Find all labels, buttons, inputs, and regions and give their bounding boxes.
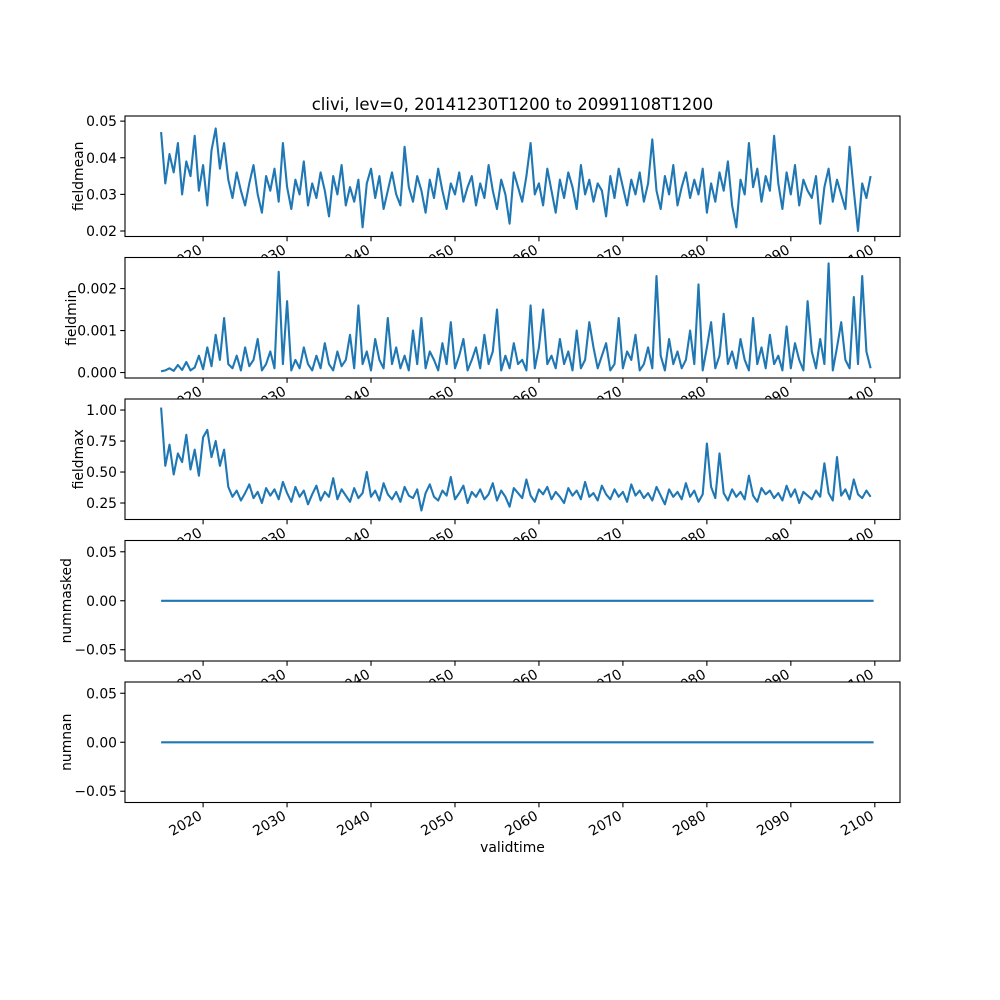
y-tick-label: 0.000 — [77, 366, 117, 382]
y-tick-label: 0.04 — [86, 151, 117, 167]
y-tick-label: 0.25 — [86, 496, 117, 512]
y-tick-label: −0.05 — [74, 784, 117, 800]
y-tick-label: 0.05 — [86, 545, 117, 561]
x-tick-label: 2090 — [754, 808, 793, 840]
y-axis-label-nummasked: nummasked — [59, 558, 75, 643]
axes-frame-fieldmin — [124, 256, 901, 379]
x-axis-title: validtime — [480, 840, 545, 856]
axes-frame-numnan — [124, 681, 901, 804]
y-axis-label-fieldmax: fieldmax — [71, 429, 87, 489]
y-tick-label: 0.02 — [86, 224, 117, 240]
series-line-fieldmean — [160, 127, 872, 233]
y-tick-label: 0.03 — [86, 187, 117, 203]
figure-title: clivi, lev=0, 20141230T1200 to 20991108T… — [311, 95, 714, 114]
x-tick-label: 2100 — [838, 808, 877, 840]
y-tick-label: 0.05 — [86, 114, 117, 130]
y-tick-label: −0.05 — [74, 643, 117, 659]
x-tick-label: 2080 — [670, 808, 709, 840]
y-axis-label-numnan: numnan — [59, 714, 75, 771]
x-tick-label: 2050 — [418, 808, 457, 840]
y-tick-label: 0.001 — [77, 324, 117, 340]
series-line-fieldmax — [160, 407, 872, 512]
x-tick-label: 2070 — [586, 808, 625, 840]
axes-frame-fieldmax — [124, 398, 901, 521]
x-tick-label: 2030 — [250, 808, 289, 840]
y-tick-label: 0.002 — [77, 282, 117, 298]
x-tick-label: 2020 — [166, 808, 205, 840]
x-tick-label: 2060 — [502, 808, 541, 840]
y-axis-label-fieldmean: fieldmean — [71, 142, 87, 211]
plot-area-fieldmax — [125, 399, 900, 520]
x-tick-label: 2040 — [334, 808, 373, 840]
series-line-fieldmin — [160, 262, 872, 373]
axes-frame-fieldmean — [124, 115, 901, 238]
y-tick-label: 1.00 — [86, 403, 117, 419]
y-tick-label: 0.00 — [86, 594, 117, 610]
y-tick-label: 0.05 — [86, 686, 117, 702]
y-tick-label: 0.50 — [86, 465, 117, 481]
y-axis-label-fieldmin: fieldmin — [64, 290, 80, 346]
axes-frame-nummasked — [124, 539, 901, 662]
y-tick-label: 0.00 — [86, 735, 117, 751]
y-tick-label: 0.75 — [86, 434, 117, 450]
